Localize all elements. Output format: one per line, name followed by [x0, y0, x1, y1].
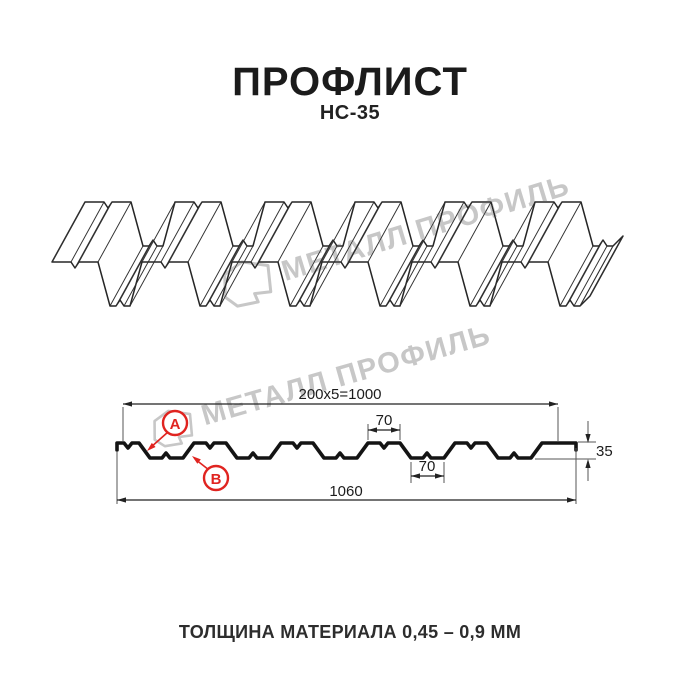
dimension-crest-width: 70	[376, 412, 393, 429]
watermark-logo-icon	[223, 260, 273, 308]
dimension-valley-width: 70	[419, 458, 436, 475]
watermark-logo-icon	[153, 409, 194, 448]
flange-labels: AB	[147, 409, 230, 492]
dimension-coverage-width: 200x5=1000	[299, 386, 382, 403]
label-b: B	[211, 471, 222, 488]
dimension-overall-width: 1060	[329, 483, 362, 500]
dimension-profile-height: 35	[596, 443, 613, 460]
profile-3d-drawing	[51, 201, 624, 307]
watermark-lower: МЕТАЛЛ ПРОФИЛЬ	[153, 319, 495, 448]
cross-section-drawing	[115, 441, 578, 460]
dimension-annotations: 200x5=1000 70 70 1060 35	[116, 386, 613, 504]
product-code: НС-35	[319, 102, 381, 124]
label-a: A	[170, 416, 181, 433]
page-title: ПРОФЛИСТ	[232, 60, 468, 104]
watermark-text: МЕТАЛЛ ПРОФИЛЬ	[198, 319, 495, 432]
thickness-note: ТОЛЩИНА МАТЕРИАЛА 0,45 – 0,9 ММ	[178, 622, 522, 642]
